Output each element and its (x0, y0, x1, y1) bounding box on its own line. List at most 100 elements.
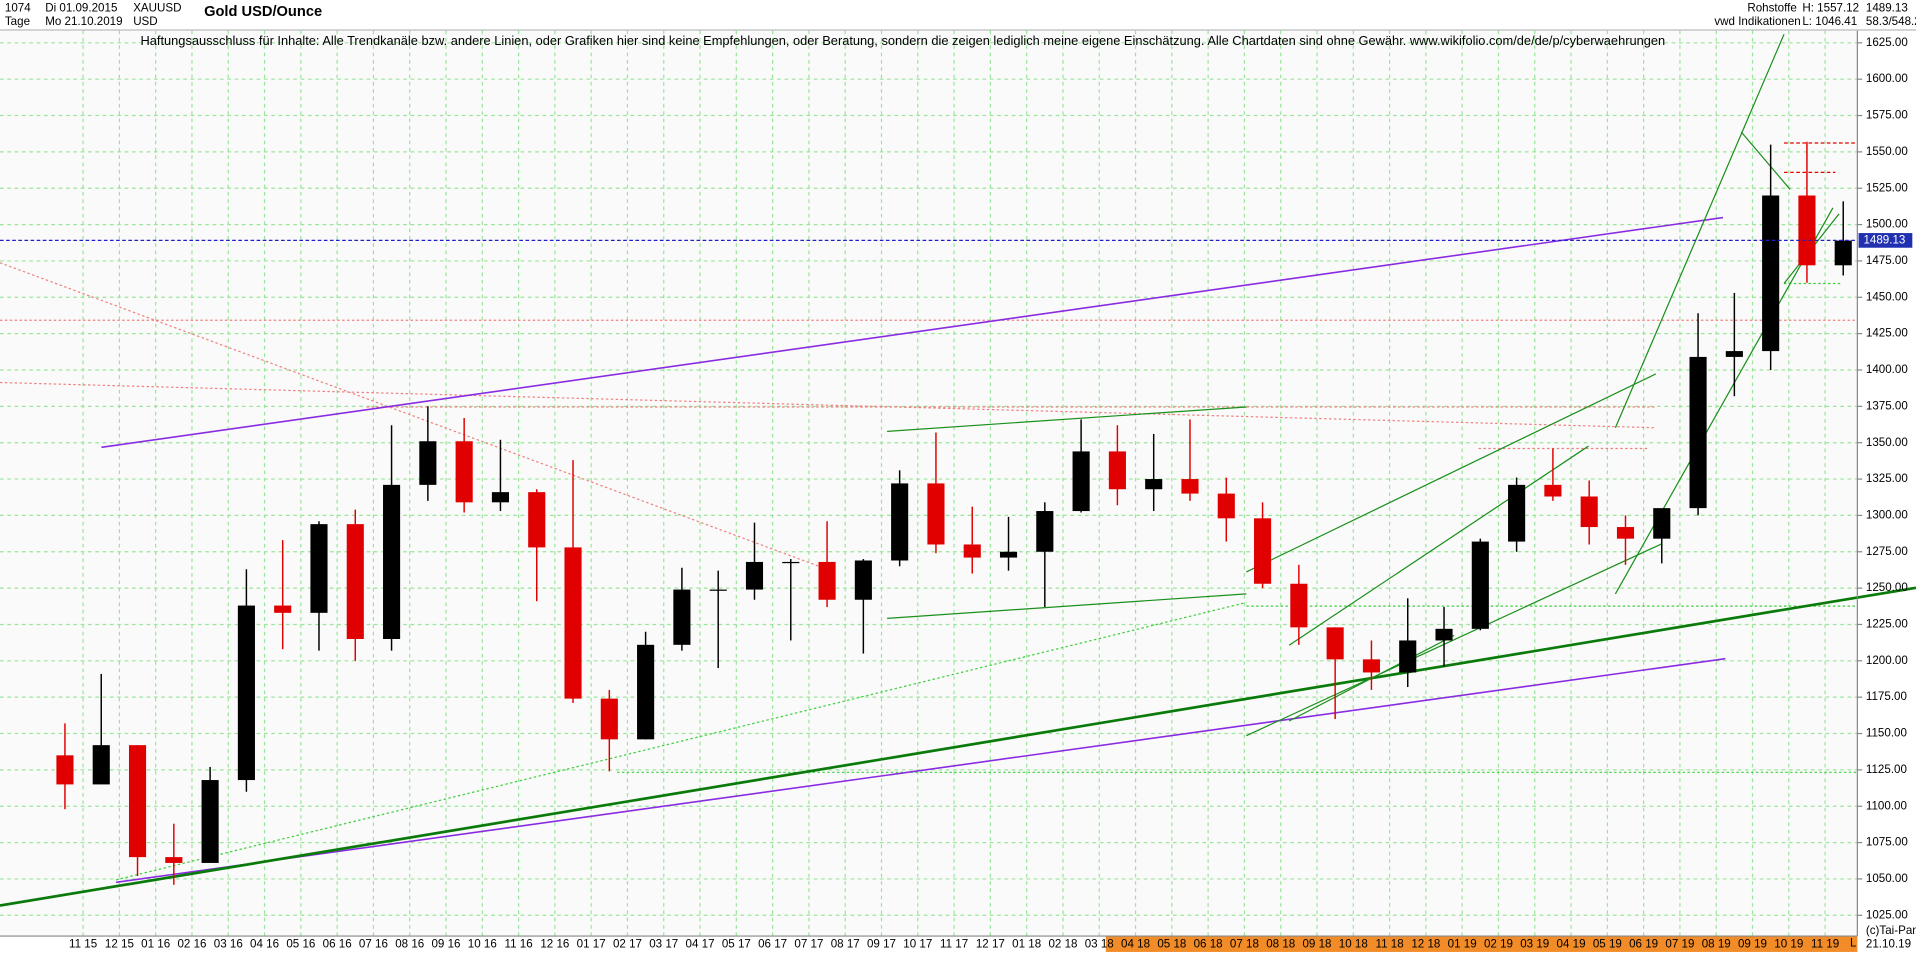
x-tick-label: 08 17 (831, 938, 860, 951)
low: L: 1046.41 (1802, 15, 1857, 28)
candle-body (1508, 484, 1526, 542)
trend-line (115, 601, 1247, 881)
candle-body (383, 484, 401, 640)
candle-body (1145, 479, 1163, 490)
candle-body (782, 561, 800, 564)
x-tick-label: 04 18 (1121, 938, 1150, 951)
trend-line (1614, 207, 1834, 595)
end-marker: L (1850, 936, 1857, 949)
y-tick-label: 1025.00 (1866, 908, 1908, 921)
trend-line (115, 657, 1726, 884)
candle-body (1834, 240, 1852, 266)
chart-title: Gold USD/Ounce (204, 4, 322, 20)
y-tick-label: 1500.00 (1866, 218, 1908, 231)
x-tick-label: 02 16 (177, 938, 206, 951)
x-tick-label: 08 16 (395, 938, 424, 951)
x-tick-label: 06 17 (758, 938, 787, 951)
candle-body (165, 857, 183, 863)
trend-line (887, 593, 1247, 619)
candle-body (745, 561, 764, 590)
x-tick-label: 10 18 (1339, 938, 1368, 951)
symbol: XAUUSD (133, 2, 181, 15)
candle-body (1544, 484, 1562, 497)
x-tick-label: 09 18 (1302, 938, 1331, 951)
x-tick-label: 12 17 (976, 938, 1005, 951)
candle-body (564, 547, 582, 699)
copyright: (c)Tai-Pan (1866, 924, 1916, 937)
candle-body (927, 483, 945, 545)
candle-body (491, 492, 509, 503)
candle-body (709, 589, 727, 591)
trend-line (101, 216, 1724, 449)
end-date: 21.10.19 (1866, 938, 1911, 951)
x-tick-label: 09 16 (431, 938, 460, 951)
y-tick-label: 1575.00 (1866, 109, 1908, 122)
candle-body (1217, 493, 1235, 519)
y-tick-label: 1300.00 (1866, 508, 1908, 521)
trend-line (1288, 445, 1589, 646)
x-tick-label: 05 18 (1157, 938, 1186, 951)
x-tick-label: 11 16 (505, 938, 533, 951)
y-tick-label: 1250.00 (1866, 581, 1908, 594)
y-tick-label: 1375.00 (1866, 399, 1908, 412)
candle-body (1108, 451, 1126, 490)
candle-body (854, 560, 872, 600)
x-tick-label: 11 19 (1811, 938, 1839, 951)
candle-body (600, 698, 618, 740)
plot-background (0, 30, 1858, 937)
y-tick-label: 1550.00 (1866, 145, 1908, 158)
x-tick-label: 03 18 (1085, 938, 1114, 951)
x-tick-label: 12 15 (105, 938, 134, 951)
y-tick-label: 1475.00 (1866, 254, 1908, 267)
candle-body (1290, 583, 1308, 628)
x-tick-label: 07 19 (1665, 938, 1694, 951)
y-tick-label: 1100.00 (1866, 799, 1907, 812)
trend-line (1614, 34, 1785, 428)
x-tick-label: 10 17 (903, 938, 932, 951)
x-tick-label: 06 18 (1194, 938, 1223, 951)
last-price-box (1858, 233, 1913, 248)
high: H: 1557.12 (1802, 2, 1859, 15)
candle-body (1689, 356, 1707, 509)
y-tick-label: 1625.00 (1866, 36, 1908, 49)
x-tick-label: 10 19 (1774, 938, 1803, 951)
x-tick-label: 05 19 (1593, 938, 1622, 951)
candle-body (92, 745, 110, 785)
candle-body (56, 755, 74, 785)
candle-body (1254, 518, 1272, 584)
y-tick-label: 1425.00 (1866, 327, 1908, 340)
x-tick-label: 04 19 (1557, 938, 1586, 951)
candle-body (1762, 195, 1780, 352)
candle-body (1725, 351, 1743, 357)
last-price-label: 1489.13 (1863, 233, 1905, 246)
y-tick-label: 1200.00 (1866, 654, 1908, 667)
trend-line (1246, 373, 1656, 573)
x-tick-label: 12 16 (540, 938, 569, 951)
y-tick-label: 1150.00 (1866, 727, 1907, 740)
x-tick-label: 03 19 (1520, 938, 1549, 951)
x-tick-label: 03 16 (214, 938, 243, 951)
ratio: 58.3/548.2 (1866, 15, 1916, 28)
x-tick-label: 07 18 (1230, 938, 1259, 951)
x-tick-label: 03 17 (649, 938, 678, 951)
candle-body (455, 441, 473, 503)
x-tick-label: 10 16 (468, 938, 497, 951)
candle-body (963, 544, 981, 558)
candle-body (237, 605, 255, 781)
trend-line (1740, 131, 1791, 190)
interval: Tage (5, 15, 30, 28)
range-highlight (1105, 936, 1858, 952)
y-tick-label: 1175.00 (1866, 690, 1907, 703)
x-tick-label: 11 17 (940, 938, 968, 951)
x-tick-label: 08 18 (1266, 938, 1295, 951)
y-tick-label: 1350.00 (1866, 436, 1908, 449)
candle-body (201, 780, 219, 863)
candle-body (1326, 627, 1344, 660)
x-tick-label: 02 18 (1048, 938, 1077, 951)
y-tick-label: 1225.00 (1866, 618, 1908, 631)
group: Rohstoffe (1747, 2, 1796, 15)
candle-body (1072, 451, 1090, 512)
candle-body (1471, 541, 1489, 629)
y-tick-label: 1075.00 (1866, 836, 1908, 849)
candle-body (891, 483, 909, 561)
